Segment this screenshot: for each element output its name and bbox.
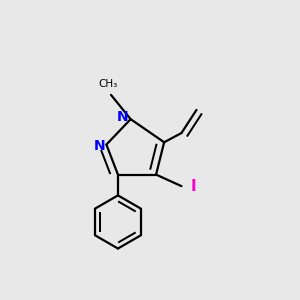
Text: N: N xyxy=(94,139,105,153)
Text: N: N xyxy=(117,110,128,124)
Text: I: I xyxy=(191,178,196,194)
Text: CH₃: CH₃ xyxy=(98,79,117,89)
